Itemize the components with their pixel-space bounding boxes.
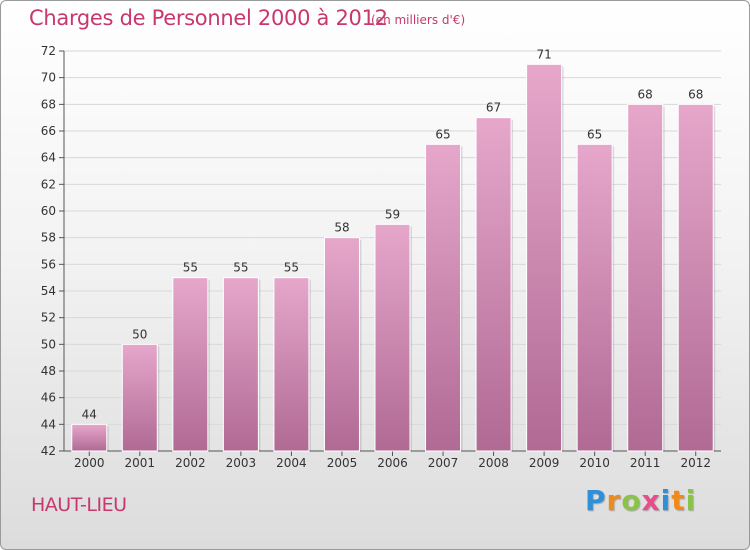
bar-2003: [222, 277, 259, 452]
data-label-2008: 67: [486, 101, 501, 115]
y-tick-label: 62: [41, 177, 56, 191]
y-tick-label: 54: [41, 284, 56, 298]
proxiti-logo: Proxiti: [585, 484, 696, 517]
data-label-2010: 65: [587, 127, 602, 141]
x-tick-label-2010: 2010: [579, 456, 610, 470]
data-label-2003: 55: [233, 261, 248, 275]
y-tick-label: 46: [41, 391, 56, 405]
y-tick-label: 60: [41, 204, 56, 218]
logo-letter: i: [685, 484, 697, 517]
data-label-2004: 55: [284, 261, 299, 275]
y-tick-label: 44: [41, 417, 56, 431]
data-label-2002: 55: [183, 261, 198, 275]
data-label-2001: 50: [132, 327, 147, 341]
bar-2010: [576, 143, 613, 452]
y-tick-label: 48: [41, 364, 56, 378]
x-tick-label-2001: 2001: [125, 456, 156, 470]
bar-2002: [172, 277, 209, 452]
logo-letter: P: [585, 484, 607, 517]
x-tick-label-2005: 2005: [327, 456, 358, 470]
data-label-2009: 71: [536, 47, 551, 61]
data-label-2006: 59: [385, 207, 400, 221]
bar-2007: [425, 143, 462, 452]
data-label-2011: 68: [638, 87, 653, 101]
x-tick-label-2002: 2002: [175, 456, 206, 470]
bar-2008: [475, 117, 512, 452]
x-tick-label-2000: 2000: [74, 456, 105, 470]
logo-letter: t: [671, 484, 686, 517]
bar-2004: [273, 277, 310, 452]
y-tick-label: 72: [41, 44, 56, 58]
data-label-2005: 58: [334, 221, 349, 235]
x-tick-label-2003: 2003: [226, 456, 257, 470]
data-label-2007: 65: [435, 127, 450, 141]
bar-2009: [526, 63, 563, 452]
y-tick-label: 68: [41, 97, 56, 111]
x-tick-label-2007: 2007: [428, 456, 459, 470]
y-tick-label: 70: [41, 71, 56, 85]
logo-letter: x: [641, 484, 661, 517]
y-tick-label: 52: [41, 311, 56, 325]
y-tick-label: 64: [41, 151, 56, 165]
logo-letter: i: [660, 484, 672, 517]
data-label-2012: 68: [688, 87, 703, 101]
bar-2006: [374, 223, 411, 452]
x-tick-label-2004: 2004: [276, 456, 307, 470]
town-name: HAUT-LIEU: [31, 494, 127, 516]
y-tick-label: 66: [41, 124, 56, 138]
data-label-2000: 44: [82, 407, 97, 421]
bar-2001: [121, 343, 158, 452]
bars: [71, 63, 716, 452]
bar-2011: [627, 103, 664, 452]
bar-2012: [677, 103, 714, 452]
x-tick-label-2006: 2006: [377, 456, 408, 470]
labels: 42 44 46 48 50 52 54 56 58 60 62 64 66 68 70 72 44 2000 50…: [41, 44, 711, 470]
logo-letter: o: [621, 484, 642, 517]
y-tick-label: 58: [41, 231, 56, 245]
bar-2000: [71, 423, 108, 452]
y-tick-label: 50: [41, 337, 56, 351]
y-tick-label: 56: [41, 257, 56, 271]
x-tick-label-2008: 2008: [478, 456, 509, 470]
x-tick-label-2011: 2011: [630, 456, 661, 470]
bar-2005: [323, 237, 360, 452]
y-tick-label: 42: [41, 444, 56, 458]
chart-subtitle: (en milliers d'€): [371, 13, 466, 27]
x-tick-label-2009: 2009: [529, 456, 560, 470]
chart-title: Charges de Personnel 2000 à 2012: [29, 6, 388, 30]
logo-letter: r: [606, 484, 622, 517]
x-tick-label-2012: 2012: [680, 456, 711, 470]
